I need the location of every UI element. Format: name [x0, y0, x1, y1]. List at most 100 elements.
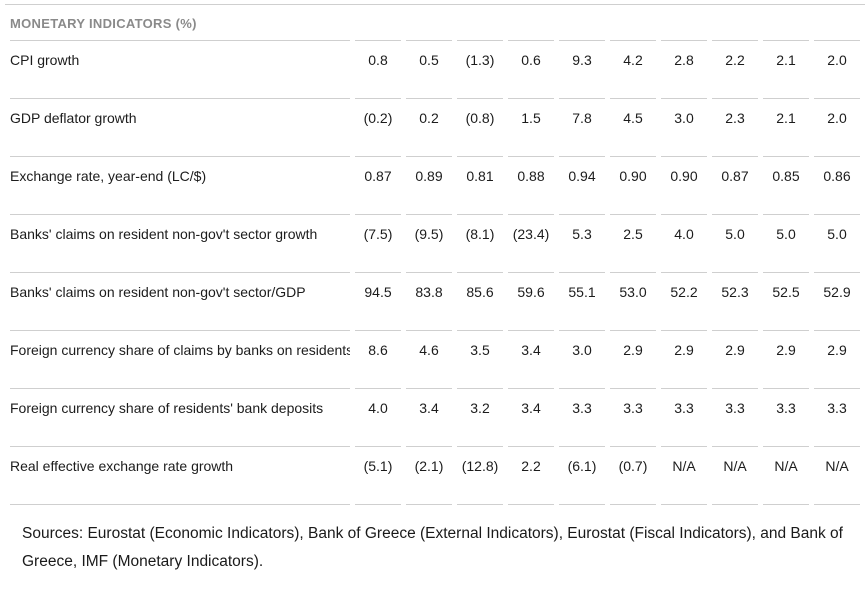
row-value: 3.3: [763, 389, 809, 447]
table-row: Foreign currency share of claims by bank…: [10, 331, 860, 389]
table-row: Exchange rate, year-end (LC/$) 0.87 0.89 0.…: [10, 157, 860, 215]
row-value: 3.0: [559, 331, 605, 389]
header-spacer-cell: [559, 5, 605, 41]
table-row: Banks' claims on resident non-gov't sect…: [10, 215, 860, 273]
row-label: Banks' claims on resident non-gov't sect…: [10, 273, 350, 331]
row-value: 4.0: [661, 215, 707, 273]
row-value: (23.4): [508, 215, 554, 273]
row-value: 0.89: [406, 157, 452, 215]
row-value: 4.5: [610, 99, 656, 157]
row-value: 2.3: [712, 99, 758, 157]
row-value: 2.9: [661, 331, 707, 389]
row-value: 2.1: [763, 99, 809, 157]
row-value: 0.87: [712, 157, 758, 215]
table-row: Banks' claims on resident non-gov't sect…: [10, 273, 860, 331]
row-label: Exchange rate, year-end (LC/$): [10, 157, 350, 215]
row-value: 0.81: [457, 157, 503, 215]
row-value: (0.7): [610, 447, 656, 505]
row-value: 0.88: [508, 157, 554, 215]
row-value: 2.9: [610, 331, 656, 389]
header-spacer-cell: [661, 5, 707, 41]
row-value: 8.6: [355, 331, 401, 389]
row-value: (5.1): [355, 447, 401, 505]
row-value: 59.6: [508, 273, 554, 331]
row-value: 83.8: [406, 273, 452, 331]
table-row: Foreign currency share of residents' ban…: [10, 389, 860, 447]
table-row: GDP deflator growth (0.2) 0.2 (0.8) 1.5 7.8 4.…: [10, 99, 860, 157]
row-value: 2.9: [763, 331, 809, 389]
row-value: 0.90: [661, 157, 707, 215]
row-value: (0.8): [457, 99, 503, 157]
row-value: 3.2: [457, 389, 503, 447]
header-spacer-cell: [406, 5, 452, 41]
header-spacer-cell: [814, 5, 860, 41]
row-value: 53.0: [610, 273, 656, 331]
row-value: 3.3: [559, 389, 605, 447]
row-value: 2.2: [712, 41, 758, 99]
header-spacer-cell: [610, 5, 656, 41]
table-header-row: MONETARY INDICATORS (%): [10, 5, 860, 41]
row-label: Banks' claims on resident non-gov't sect…: [10, 215, 350, 273]
row-value: (0.2): [355, 99, 401, 157]
row-value: 2.8: [661, 41, 707, 99]
header-spacer-cell: [508, 5, 554, 41]
row-value: 2.9: [814, 331, 860, 389]
row-value: 3.4: [508, 389, 554, 447]
row-value: 3.4: [508, 331, 554, 389]
row-value: N/A: [814, 447, 860, 505]
row-value: 5.0: [712, 215, 758, 273]
row-value: (6.1): [559, 447, 605, 505]
row-value: 0.90: [610, 157, 656, 215]
row-value: 55.1: [559, 273, 605, 331]
row-value: 5.3: [559, 215, 605, 273]
row-value: N/A: [763, 447, 809, 505]
row-value: 2.9: [712, 331, 758, 389]
row-value: (8.1): [457, 215, 503, 273]
row-label: Foreign currency share of claims by bank…: [10, 331, 350, 389]
row-value: 5.0: [814, 215, 860, 273]
row-value: 52.9: [814, 273, 860, 331]
row-label: GDP deflator growth: [10, 99, 350, 157]
row-value: 3.5: [457, 331, 503, 389]
row-value: 0.2: [406, 99, 452, 157]
row-value: 0.94: [559, 157, 605, 215]
table-title: MONETARY INDICATORS (%): [10, 5, 350, 41]
table-body: CPI growth 0.8 0.5 (1.3) 0.6 9.3 4.2 2.8 2.2 2.1 2…: [10, 41, 860, 505]
row-value: 0.8: [355, 41, 401, 99]
row-value: 94.5: [355, 273, 401, 331]
row-value: 3.3: [610, 389, 656, 447]
header-spacer-cell: [457, 5, 503, 41]
row-value: 2.2: [508, 447, 554, 505]
row-label: Real effective exchange rate growth: [10, 447, 350, 505]
table-row: Real effective exchange rate growth (5.1)…: [10, 447, 860, 505]
header-spacer-cell: [763, 5, 809, 41]
row-value: 52.3: [712, 273, 758, 331]
row-value: 7.8: [559, 99, 605, 157]
row-value: (7.5): [355, 215, 401, 273]
row-value: 0.87: [355, 157, 401, 215]
row-value: N/A: [661, 447, 707, 505]
row-value: 1.5: [508, 99, 554, 157]
row-label: CPI growth: [10, 41, 350, 99]
row-value: 3.4: [406, 389, 452, 447]
row-value: 3.3: [661, 389, 707, 447]
row-value: 0.6: [508, 41, 554, 99]
row-value: 3.3: [814, 389, 860, 447]
row-value: (12.8): [457, 447, 503, 505]
row-label: Foreign currency share of residents' ban…: [10, 389, 350, 447]
row-value: 2.0: [814, 41, 860, 99]
row-value: 4.0: [355, 389, 401, 447]
row-value: (2.1): [406, 447, 452, 505]
row-value: 3.0: [661, 99, 707, 157]
row-value: 9.3: [559, 41, 605, 99]
row-value: 85.6: [457, 273, 503, 331]
row-value: 2.5: [610, 215, 656, 273]
row-value: 0.85: [763, 157, 809, 215]
row-value: (9.5): [406, 215, 452, 273]
header-spacer-cell: [355, 5, 401, 41]
sources-note: Sources: Eurostat (Economic Indicators),…: [22, 525, 843, 570]
row-value: 52.2: [661, 273, 707, 331]
monetary-indicators-table: MONETARY INDICATORS (%) CPI growth 0.8 0.5…: [5, 4, 865, 505]
row-value: 0.5: [406, 41, 452, 99]
report-page: MONETARY INDICATORS (%) CPI growth 0.8 0.5…: [5, 4, 865, 570]
